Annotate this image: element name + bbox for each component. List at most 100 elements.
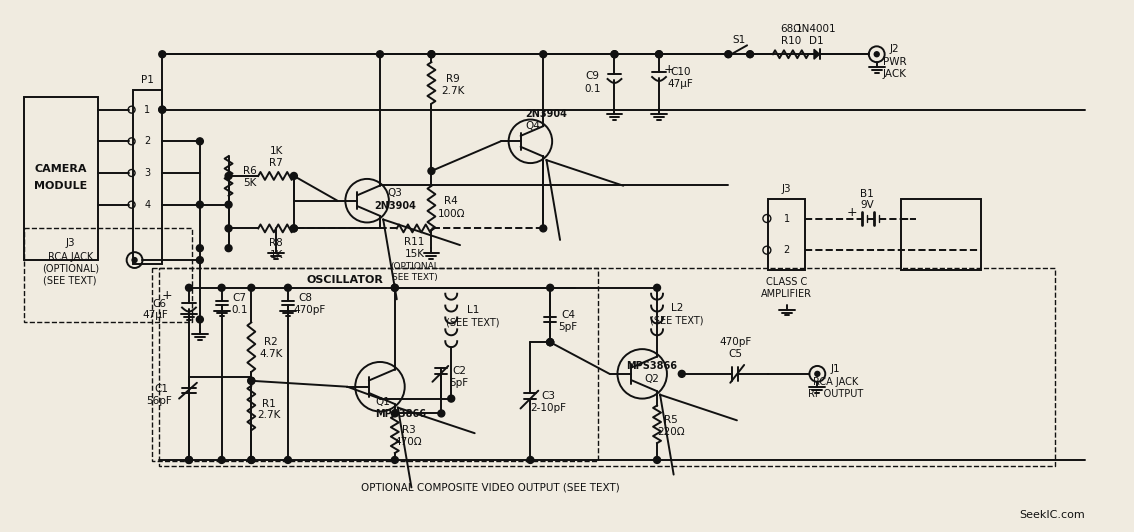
Text: 2N3904: 2N3904 [525,109,567,119]
Text: D1: D1 [809,36,823,46]
Text: J1: J1 [830,364,840,374]
Text: Q1: Q1 [375,396,390,406]
Circle shape [159,106,166,113]
Circle shape [186,456,193,463]
Circle shape [527,456,534,463]
Text: C6: C6 [152,298,167,309]
Text: (OPTIONAL): (OPTIONAL) [42,264,99,274]
Text: 1K: 1K [270,146,282,156]
Circle shape [746,51,753,57]
Text: C8: C8 [298,293,313,303]
Text: R1: R1 [262,398,276,409]
Text: 1: 1 [784,213,789,223]
Circle shape [653,284,660,291]
Circle shape [391,410,398,417]
Text: 100Ω: 100Ω [438,209,465,219]
Text: R7: R7 [269,158,284,168]
Text: 56pF: 56pF [146,396,172,405]
Text: +: + [847,206,857,219]
Text: CLASS C: CLASS C [767,277,807,287]
Text: (SEE TEXT): (SEE TEXT) [447,318,500,327]
Circle shape [428,51,435,57]
Text: PWR: PWR [882,57,906,67]
Text: P1: P1 [141,75,154,85]
Circle shape [391,456,398,463]
Circle shape [285,284,291,291]
Bar [133,90,162,264]
Text: 5K: 5K [244,178,257,188]
Text: 5pF: 5pF [558,322,577,332]
Text: R9: R9 [447,74,460,84]
Text: C2: C2 [452,366,466,376]
Text: MPS3866: MPS3866 [627,361,678,371]
Bar [159,268,1055,466]
Text: CAMERA: CAMERA [35,163,87,173]
Circle shape [290,225,297,232]
Text: AMPLIFIER: AMPLIFIER [761,289,812,298]
Text: 470Ω: 470Ω [395,437,423,447]
Circle shape [226,245,232,252]
Circle shape [186,284,193,291]
Circle shape [159,106,166,113]
Text: 0.1: 0.1 [584,84,601,94]
Circle shape [655,51,662,57]
Text: 9V: 9V [860,200,873,210]
Circle shape [290,172,297,179]
Circle shape [159,51,166,57]
Text: J3: J3 [66,238,75,248]
Text: 15K: 15K [405,249,424,259]
Circle shape [438,410,445,417]
Text: OPTIONAL COMPOSITE VIDEO OUTPUT (SEE TEXT): OPTIONAL COMPOSITE VIDEO OUTPUT (SEE TEX… [362,483,620,493]
Circle shape [218,284,226,291]
Text: MODULE: MODULE [34,181,87,192]
Text: J3: J3 [781,184,792,194]
Text: 3: 3 [144,168,151,178]
Text: 2: 2 [784,245,789,255]
Text: R3: R3 [401,425,415,435]
Text: C5: C5 [728,349,743,359]
Text: SEE TEXT): SEE TEXT) [391,273,438,282]
Text: Q2: Q2 [644,374,660,384]
Circle shape [285,456,291,463]
Circle shape [132,257,137,262]
Text: OSCILLATOR: OSCILLATOR [307,275,383,285]
Text: +: + [663,63,675,76]
Circle shape [448,395,455,402]
Text: 4: 4 [144,200,151,210]
Circle shape [611,51,618,57]
Text: +: + [162,289,172,302]
Text: Q3: Q3 [388,188,403,198]
Circle shape [196,245,203,252]
Text: Q4: Q4 [525,121,540,131]
Text: 0.1: 0.1 [231,304,247,314]
Circle shape [540,225,547,232]
Circle shape [725,51,731,57]
Circle shape [248,456,255,463]
Circle shape [226,225,232,232]
Text: RF OUTPUT: RF OUTPUT [807,389,863,398]
Text: 47μF: 47μF [143,311,168,320]
Text: 1K: 1K [270,250,282,260]
Text: R10: R10 [780,36,801,46]
Circle shape [196,201,203,208]
Text: JACK: JACK [882,69,906,79]
Text: R5: R5 [665,415,678,426]
Circle shape [290,225,297,232]
Circle shape [391,284,398,291]
Text: R6: R6 [244,166,257,176]
Circle shape [428,51,435,57]
Text: 47μF: 47μF [668,79,694,89]
Circle shape [653,456,660,463]
Circle shape [376,51,383,57]
Circle shape [218,456,226,463]
Text: B1: B1 [860,189,873,199]
Text: 1N4001: 1N4001 [796,24,837,35]
Text: 4.7K: 4.7K [260,349,282,359]
Text: (OPTIONAL: (OPTIONAL [390,262,439,270]
Text: 68Ω: 68Ω [780,24,802,35]
Text: SeekIC.com: SeekIC.com [1018,510,1084,520]
Circle shape [248,456,255,463]
Text: 2-10pF: 2-10pF [531,403,566,413]
Text: 5pF: 5pF [449,378,468,388]
Text: C7: C7 [232,293,246,303]
